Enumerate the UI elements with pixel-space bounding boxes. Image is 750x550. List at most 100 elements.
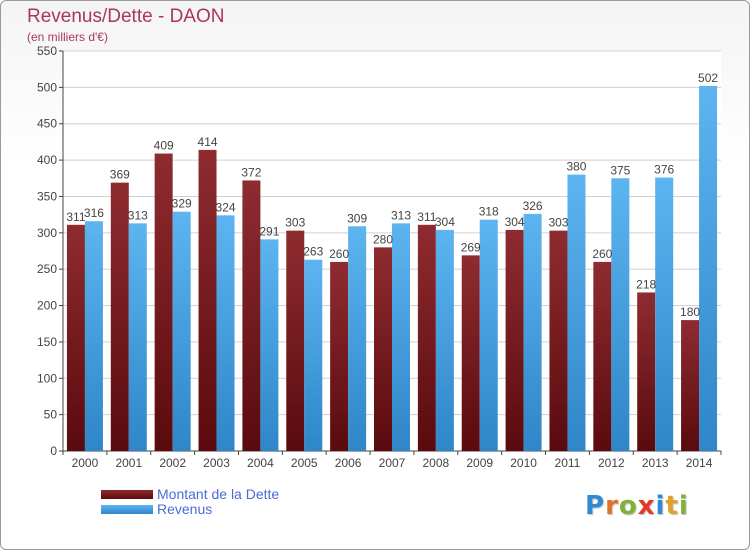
x-tick-label: 2004	[247, 456, 274, 470]
bar-dette	[242, 180, 261, 452]
bar-revenus	[655, 177, 674, 451]
bar-dette	[593, 261, 612, 451]
x-tick-label: 2003	[203, 456, 230, 470]
bar-dette	[681, 320, 700, 451]
x-tick-label: 2013	[642, 456, 669, 470]
x-tick-label: 2008	[423, 456, 450, 470]
data-label-dette: 260	[592, 247, 612, 261]
bar-dette	[154, 153, 173, 451]
y-tick-label: 350	[37, 189, 57, 203]
logo-letter: r	[605, 491, 619, 521]
bar-revenus	[479, 219, 498, 451]
x-tick-label: 2001	[115, 456, 142, 470]
data-label-revenus: 502	[698, 71, 718, 85]
proxiti-logo: Proxiti	[585, 491, 689, 521]
data-label-dette: 180	[680, 305, 700, 319]
y-tick-label: 500	[37, 80, 57, 94]
data-label-dette: 369	[110, 168, 130, 182]
y-tick-label: 100	[37, 371, 57, 385]
logo-letter: i	[678, 491, 689, 521]
bar-revenus	[172, 211, 191, 451]
x-tick-label: 2010	[510, 456, 537, 470]
x-tick-label: 2012	[598, 456, 625, 470]
data-label-dette: 280	[373, 232, 393, 246]
data-label-revenus: 380	[566, 160, 586, 174]
bar-dette	[286, 230, 305, 451]
bar-dette	[461, 255, 480, 451]
data-label-revenus: 376	[654, 163, 674, 177]
y-tick-label: 550	[37, 44, 57, 58]
y-tick-label: 250	[37, 262, 57, 276]
bar-dette	[110, 182, 129, 452]
data-label-revenus: 263	[303, 245, 323, 259]
chart-subtitle: (en milliers d'€)	[27, 30, 108, 44]
bar-revenus	[392, 223, 410, 451]
y-tick-label: 200	[37, 299, 57, 313]
bar-dette	[505, 229, 524, 451]
data-label-dette: 372	[241, 165, 261, 179]
legend-label-dette: Montant de la Dette	[157, 486, 280, 502]
bar-revenus	[699, 85, 718, 451]
bar-revenus	[435, 229, 454, 451]
data-label-revenus: 309	[347, 211, 367, 225]
x-tick-label: 2000	[72, 456, 99, 470]
data-label-revenus: 316	[84, 206, 104, 220]
data-label-dette: 260	[329, 247, 349, 261]
bar-revenus	[216, 215, 235, 451]
data-label-revenus: 313	[128, 208, 148, 222]
data-label-dette: 414	[198, 135, 218, 149]
bar-dette	[330, 261, 349, 451]
x-tick-label: 2009	[466, 456, 493, 470]
x-tick-label: 2006	[335, 456, 362, 470]
y-tick-label: 300	[37, 226, 57, 240]
bar-dette	[374, 247, 392, 451]
data-label-dette: 311	[66, 210, 85, 224]
x-tick-label: 2005	[291, 456, 318, 470]
y-tick-label: 150	[37, 335, 57, 349]
chart-title: Revenus/Dette - DAON	[27, 6, 225, 27]
data-label-revenus: 318	[479, 205, 499, 219]
bar-revenus	[523, 213, 542, 451]
x-tick-label: 2002	[159, 456, 186, 470]
bar-revenus	[84, 221, 103, 451]
bar-revenus	[348, 226, 367, 451]
data-label-revenus: 326	[523, 199, 543, 213]
data-label-dette: 303	[285, 216, 305, 230]
data-label-dette: 409	[154, 139, 174, 153]
data-label-revenus: 304	[435, 215, 455, 229]
bar-dette	[637, 292, 656, 451]
x-tick-label: 2011	[555, 456, 581, 470]
x-tick-label: 2014	[686, 456, 713, 470]
data-label-revenus: 324	[216, 200, 236, 214]
bar-revenus	[260, 239, 279, 451]
bar-dette	[66, 224, 85, 451]
data-label-revenus: 291	[259, 224, 279, 238]
y-tick-label: 450	[37, 117, 57, 131]
data-label-revenus: 375	[610, 163, 630, 177]
data-label-dette: 303	[548, 216, 568, 230]
logo-letter: x	[637, 491, 656, 521]
data-label-revenus: 329	[172, 197, 192, 211]
legend-swatch-revenus	[101, 505, 153, 514]
bar-dette	[417, 224, 436, 451]
data-label-dette: 311	[417, 210, 436, 224]
y-tick-label: 400	[37, 153, 57, 167]
bar-revenus	[128, 223, 147, 451]
bar-dette	[549, 230, 568, 451]
y-tick-label: 50	[44, 408, 58, 422]
data-label-dette: 269	[461, 240, 481, 254]
bar-revenus	[567, 174, 586, 452]
bar-revenus	[304, 259, 323, 451]
y-tick-label: 0	[50, 444, 57, 458]
bar-revenus	[611, 178, 630, 452]
legend-label-revenus: Revenus	[157, 501, 213, 517]
x-tick-label: 2007	[379, 456, 406, 470]
logo-letter: t	[665, 491, 679, 521]
logo-letter: i	[655, 491, 666, 521]
data-label-dette: 304	[505, 215, 525, 229]
bar-dette	[198, 149, 217, 451]
logo-letter: o	[618, 491, 638, 521]
data-label-dette: 218	[636, 277, 656, 291]
